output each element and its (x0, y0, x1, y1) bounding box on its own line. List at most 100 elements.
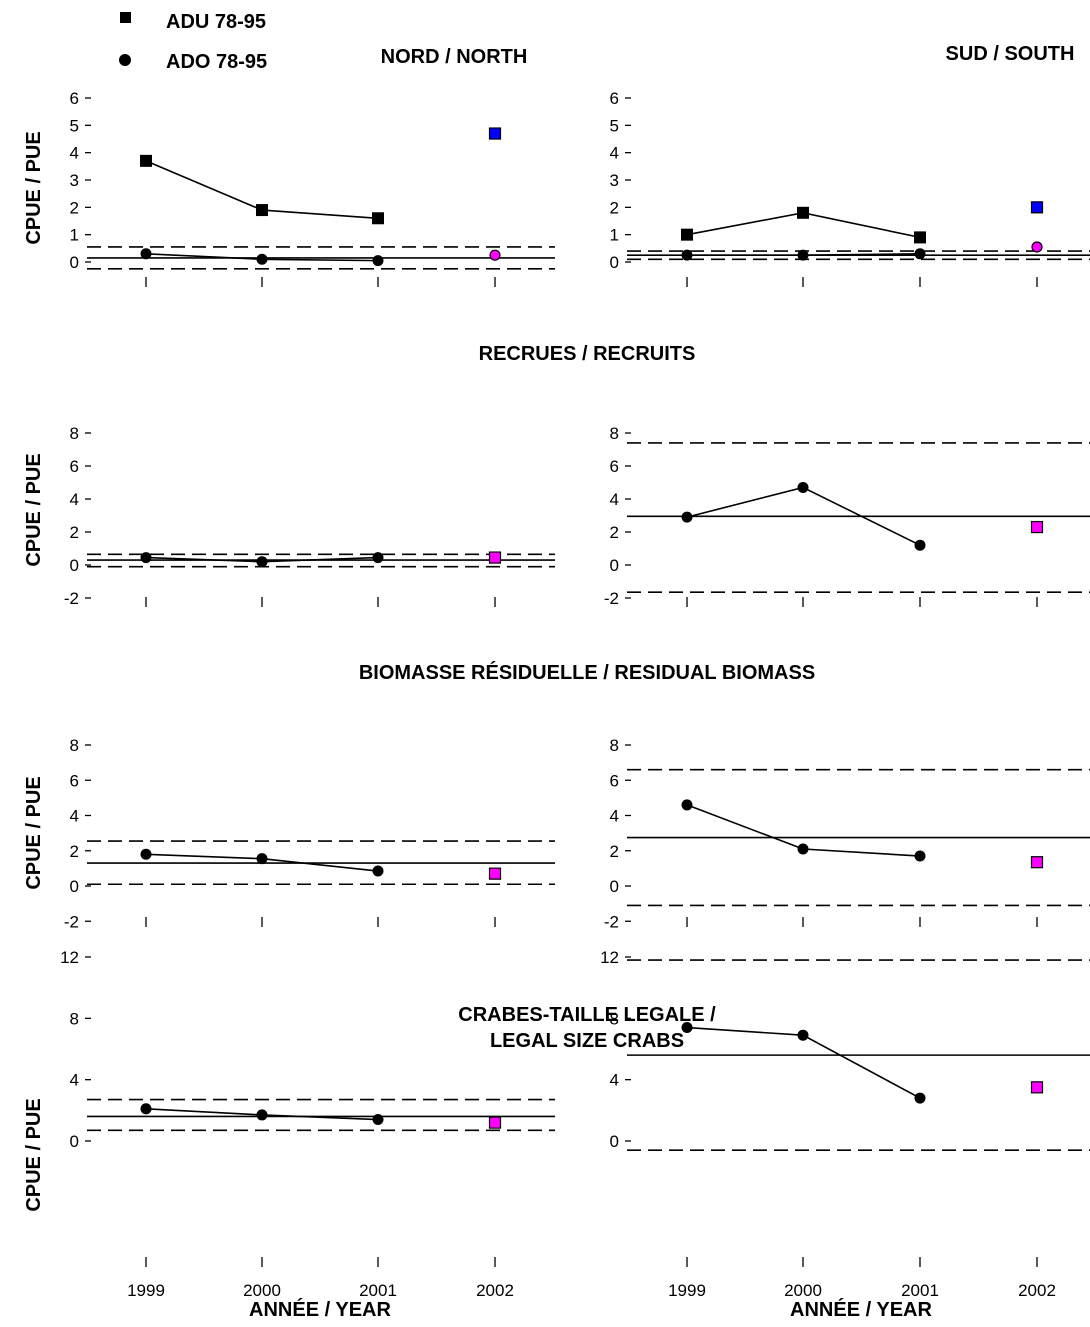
y-tick-label: 0 (610, 556, 619, 575)
y-tick-label: 12 (600, 948, 619, 967)
y-tick-label: 4 (610, 807, 619, 826)
circle-point (914, 248, 926, 260)
y-tick-label: 8 (610, 424, 619, 443)
y-tick-label: 0 (610, 877, 619, 896)
current-year-circle (489, 249, 501, 261)
circle-point (372, 552, 384, 564)
circle-point (372, 865, 384, 877)
current-year-square (488, 867, 502, 880)
y-tick-label: 2 (70, 842, 79, 861)
square-point (681, 228, 693, 241)
circle-point (797, 843, 809, 855)
panel-legal-size-north: 0 4 8 12 1999 2000 2001 2002 (60, 948, 555, 1300)
y-tick-label: 8 (70, 736, 79, 755)
y-axis-label-row2: CPUE / PUE (23, 453, 45, 566)
square-point (914, 231, 926, 244)
y-tick-label: -2 (604, 912, 619, 931)
x-tick-label: 2001 (901, 1281, 939, 1300)
legal-title-line1: CRABES-TAILLE LEGALE / (458, 1004, 716, 1026)
residual-title: BIOMASSE RÉSIDUELLE / RESIDUAL BIOMASS (359, 661, 815, 684)
circle-point (797, 1029, 809, 1041)
y-tick-label: 8 (70, 1009, 79, 1028)
circle-point (681, 1022, 693, 1034)
y-tick-label: 8 (70, 424, 79, 443)
current-year-square (488, 127, 502, 140)
circle-point (256, 556, 268, 568)
y-axis-label-row1: CPUE / PUE (23, 131, 45, 244)
y-tick-label: 0 (70, 1132, 79, 1151)
y-tick-label: 5 (610, 116, 619, 135)
y-tick-label: 0 (70, 877, 79, 896)
current-year-circle (1031, 241, 1043, 253)
square-point (797, 206, 809, 219)
circle-point (681, 511, 693, 523)
y-tick-label: 0 (610, 253, 619, 272)
y-tick-label: 5 (70, 116, 79, 135)
panel-recruits-north: -2 0 2 4 6 8 (64, 424, 555, 608)
panel-adults-adolescents-south: 0 1 2 3 4 5 6 (610, 89, 1090, 287)
current-year-square (1030, 856, 1044, 869)
panel-recruits-south: -2 0 2 4 6 8 (604, 424, 1090, 608)
current-year-square (1030, 1081, 1044, 1094)
circle-point (797, 481, 809, 493)
panel-adults-adolescents-north: 0 1 2 3 4 5 6 (70, 89, 555, 287)
y-tick-label: 2 (610, 842, 619, 861)
y-tick-label: 0 (70, 253, 79, 272)
circle-point (256, 853, 268, 865)
legend-adu-label: ADU 78-95 (166, 11, 266, 33)
circle-point (914, 850, 926, 862)
circle-point (140, 1103, 152, 1115)
y-tick-label: 6 (610, 457, 619, 476)
x-tick-label: 2002 (476, 1281, 514, 1300)
y-tick-label: 3 (70, 171, 79, 190)
x-axis-label-south: ANNÉE / YEAR (790, 1298, 932, 1321)
panel-residual-south: -2 0 2 4 6 8 (604, 736, 1090, 931)
y-tick-label: 3 (610, 171, 619, 190)
y-tick-label: 6 (70, 771, 79, 790)
circle-point (140, 848, 152, 860)
circle-point (372, 1114, 384, 1126)
x-tick-label: 2000 (243, 1281, 281, 1300)
y-axis-label-row4: CPUE / PUE (23, 1098, 45, 1211)
circle-point (256, 253, 268, 265)
y-tick-label: 1 (70, 226, 79, 245)
y-tick-label: 2 (70, 523, 79, 542)
y-tick-label: 6 (70, 89, 79, 108)
circle-point (372, 255, 384, 267)
y-tick-label: 2 (610, 198, 619, 217)
x-tick-label: 2002 (1018, 1281, 1056, 1300)
circle-point (914, 539, 926, 551)
circle-point (681, 249, 693, 261)
y-tick-label: 8 (610, 736, 619, 755)
recruits-title: RECRUES / RECRUITS (479, 343, 696, 365)
y-tick-label: 4 (70, 807, 79, 826)
y-tick-label: -2 (64, 589, 79, 608)
circle-point (681, 799, 693, 811)
y-tick-label: 0 (610, 1132, 619, 1151)
y-tick-label: 2 (610, 523, 619, 542)
legal-title-line2: LEGAL SIZE CRABS (490, 1030, 684, 1052)
y-tick-label: 6 (610, 771, 619, 790)
panel-residual-north: -2 0 2 4 6 8 (64, 736, 555, 931)
x-axis-label-north: ANNÉE / YEAR (249, 1298, 391, 1321)
y-tick-label: 0 (70, 556, 79, 575)
circle-point (140, 248, 152, 260)
circle-point (914, 1092, 926, 1104)
x-tick-label: 2000 (784, 1281, 822, 1300)
x-tick-label: 1999 (127, 1281, 165, 1300)
y-tick-label: 4 (70, 144, 79, 163)
current-year-square (488, 1116, 502, 1129)
north-title: NORD / NORTH (381, 46, 528, 68)
y-tick-label: 6 (610, 89, 619, 108)
circle-point (140, 552, 152, 564)
y-tick-label: 4 (70, 1071, 79, 1090)
legend-circle-marker (119, 54, 131, 66)
legend-ado-label: ADO 78-95 (166, 51, 267, 73)
current-year-square (1030, 520, 1044, 534)
panel-legal-size-south: 0 4 8 12 1999 2000 2001 2002 (600, 948, 1090, 1300)
circle-point (797, 249, 809, 261)
square-point (372, 212, 384, 225)
y-tick-label: 4 (70, 490, 79, 509)
legend: ADU 78-95 ADO 78-95 (119, 11, 267, 73)
